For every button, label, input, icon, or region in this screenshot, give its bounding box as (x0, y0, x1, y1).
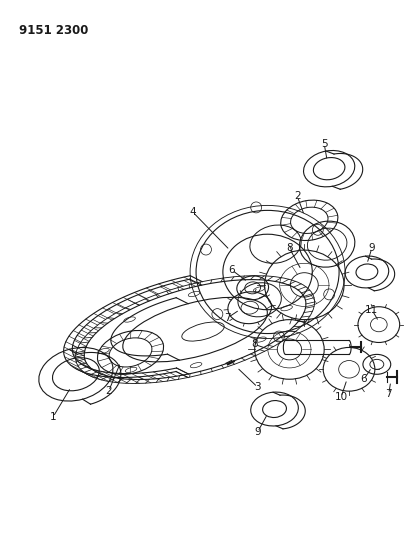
Text: 4: 4 (190, 207, 196, 217)
Text: 2: 2 (105, 386, 112, 396)
Text: 8: 8 (286, 243, 293, 253)
Text: 3: 3 (254, 382, 261, 392)
Text: 5: 5 (321, 139, 328, 149)
Text: 10: 10 (335, 392, 348, 402)
Text: 6: 6 (360, 374, 367, 384)
Text: 6: 6 (229, 265, 235, 275)
Text: 7: 7 (386, 389, 392, 399)
Text: 2: 2 (294, 191, 301, 201)
Text: 9: 9 (369, 243, 375, 253)
Text: 8: 8 (252, 340, 258, 350)
Text: 11: 11 (365, 305, 379, 314)
Text: 1: 1 (50, 412, 56, 422)
Text: 9151 2300: 9151 2300 (19, 23, 89, 37)
Text: 9: 9 (254, 427, 261, 437)
Text: 7: 7 (224, 313, 231, 322)
